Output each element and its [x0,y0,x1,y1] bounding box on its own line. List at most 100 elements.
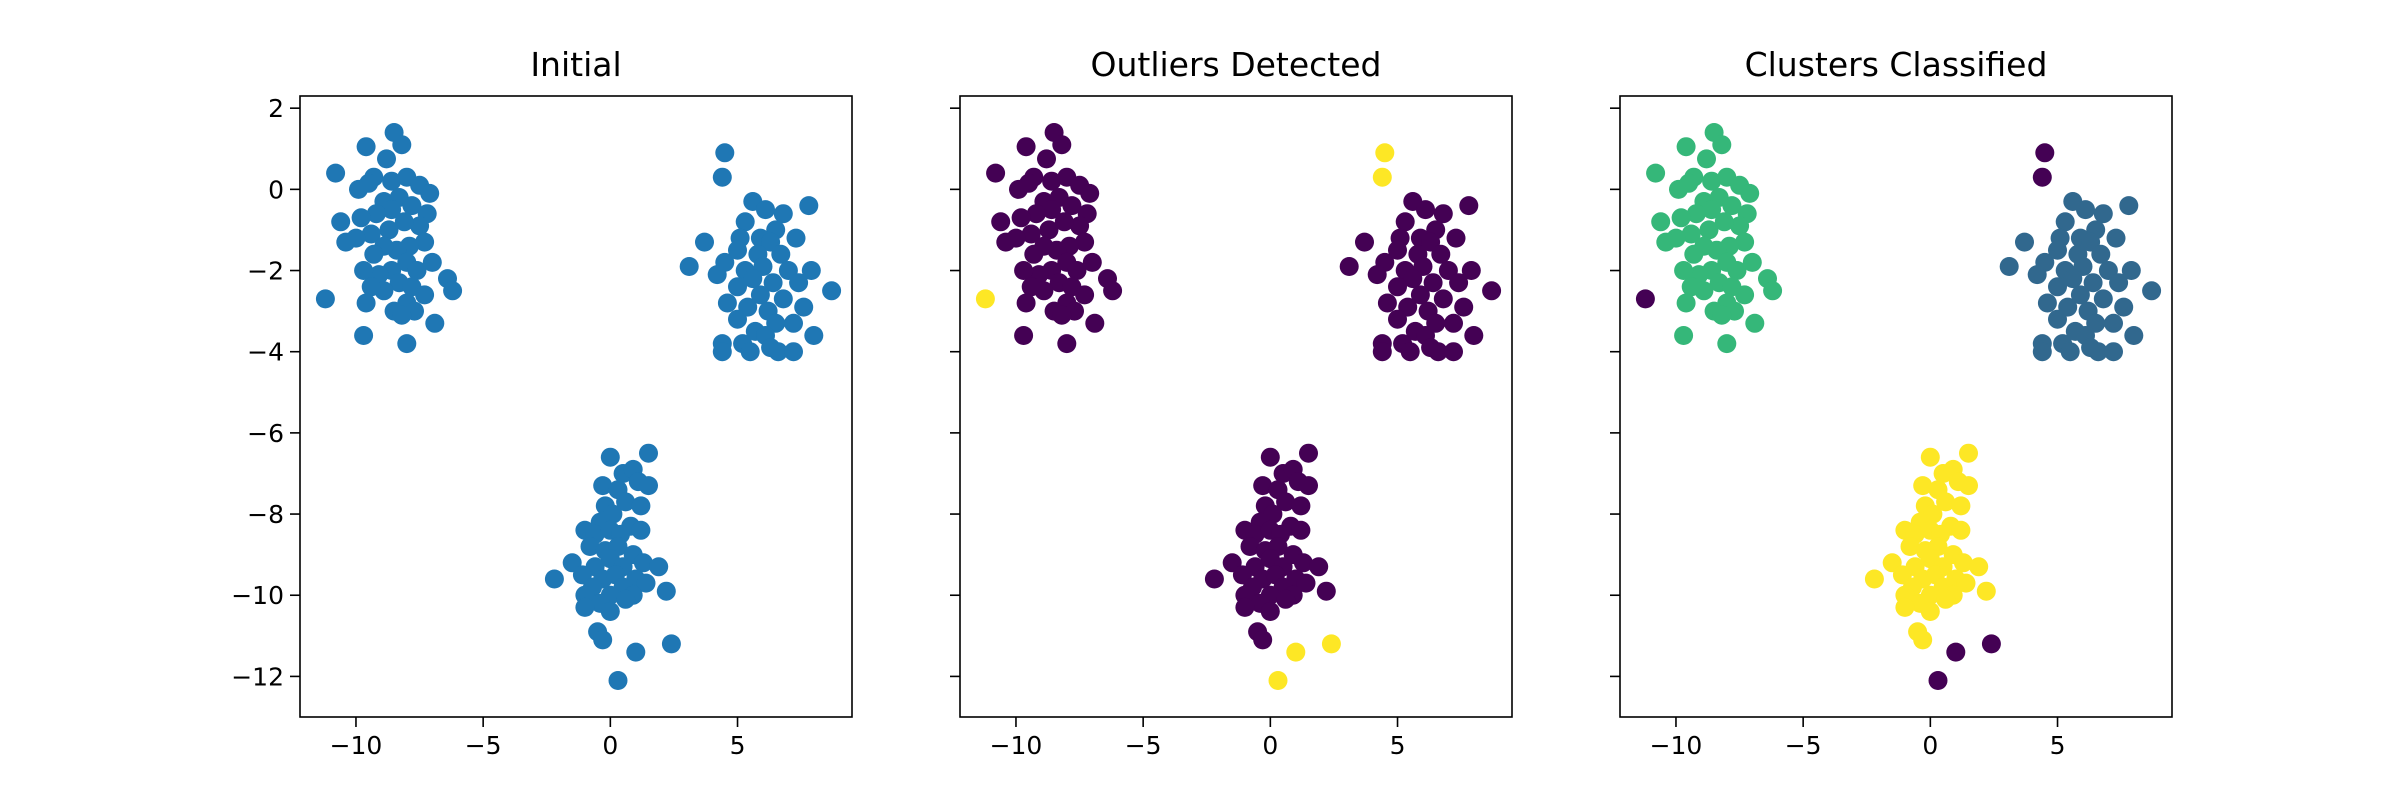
scatter-point [1388,240,1407,260]
scatter-point [1286,642,1306,662]
scatter-point [1014,261,1034,280]
x-tick-label: −5 [1125,731,1162,760]
scatter-point [728,240,747,260]
data-points [315,123,842,690]
scatter-point [626,642,646,662]
scatter-point [1375,143,1395,163]
scatter-point [1431,244,1451,264]
scatter-point [2104,313,2123,333]
scatter-point [379,220,399,240]
scatter-point [407,261,427,280]
scatter-point [356,293,376,313]
y-tick-label: 2 [268,94,284,123]
chart-title: Clusters Classified [1745,45,2048,84]
scatter-point [784,342,803,362]
scatter-point [600,447,620,467]
scatter-point [633,553,653,573]
scatter-point [2055,212,2075,232]
scatter-point [1021,224,1041,244]
scatter-point [1235,597,1255,617]
scatter-point [1276,589,1296,609]
scatter-point [2093,204,2113,224]
scatter-point [773,204,793,224]
scatter-point [1712,305,1732,325]
scatter-point [359,173,379,193]
scatter-point [1293,553,1313,573]
scatter-point [763,273,783,293]
scatter-point [1253,476,1273,496]
scatter-point [1042,171,1062,191]
scatter-point [1999,257,2019,276]
scatter-point [354,261,374,280]
scatter-point [975,289,995,309]
scatter-point [1260,447,1280,467]
axes-frame [959,95,1513,718]
scatter-point [422,252,442,272]
panel-1: Initial −10 −5 0 5 2 0 −2 −4 −6 −8 −10 −12 [231,45,853,760]
scatter-point [712,342,732,362]
scatter-point [1676,137,1696,157]
scatter-point [1717,334,1737,354]
scatter-point [750,285,770,305]
scatter-point [377,149,396,169]
scatter-point [356,137,376,157]
y-tick-label: −4 [247,338,284,367]
scatter-point [1920,447,1940,467]
scatter-point [1253,630,1273,650]
scatter-point [2106,228,2126,248]
scatter-point [1681,224,1701,244]
scatter-point [991,212,1011,232]
scatter-point [639,443,658,463]
scatter-point [1946,642,1966,662]
x-tick-label: −10 [1650,731,1703,760]
chart-title: Initial [530,45,621,84]
scatter-point [1969,557,1989,577]
scatter-point [2088,342,2108,362]
scatter-point [1026,204,1046,224]
scatter-point [1900,537,1920,556]
scatter-point [728,277,747,297]
scatter-point [1976,581,1996,601]
scatter-point [1936,492,1956,512]
scatter-point [1928,671,1948,690]
scatter-point [1024,244,1044,264]
x-tick-label: −5 [1785,731,1822,760]
scatter-point [1039,220,1059,240]
scatter-point [740,342,760,362]
panels: Initial −10 −5 0 5 2 0 −2 −4 −6 −8 −10 −12 Outliers D… [231,45,2173,760]
scatter-point [1403,269,1423,289]
scatter-point [1686,204,1706,224]
scatter-point [1959,476,1978,496]
scatter-point [1651,212,1671,232]
scatter-point [1070,216,1090,236]
scatter-point [1913,630,1933,650]
scatter-point [394,212,414,232]
scatter-point [1953,553,1973,573]
scatter-point [351,208,371,228]
scatter-point [1735,232,1755,252]
panel-3: Clusters Classified −10 −5 0 5 [1610,45,2173,760]
scatter-point [631,496,651,516]
scatter-point [743,269,763,289]
scatter-point [639,476,658,496]
scatter-point [728,309,747,329]
scatter-point [392,305,412,325]
scatter-point [2070,285,2090,305]
x-tick-label: 0 [1922,731,1938,760]
scatter-point [1951,496,1971,516]
scatter-point [2035,143,2055,163]
scatter-point [1052,305,1072,325]
scatter-point [580,537,600,556]
axes-frame [1619,95,2173,718]
scatter-point [366,204,386,224]
y-tick-label: −12 [231,662,284,691]
scatter-point [2109,273,2129,293]
scatter-point [1449,273,1469,293]
scatter-point [2048,309,2067,329]
scatter-point [1433,289,1453,309]
scatter-point [2048,240,2067,260]
scatter-point [1410,285,1430,305]
scatter-point [1714,212,1734,232]
scatter-point [2124,326,2144,345]
